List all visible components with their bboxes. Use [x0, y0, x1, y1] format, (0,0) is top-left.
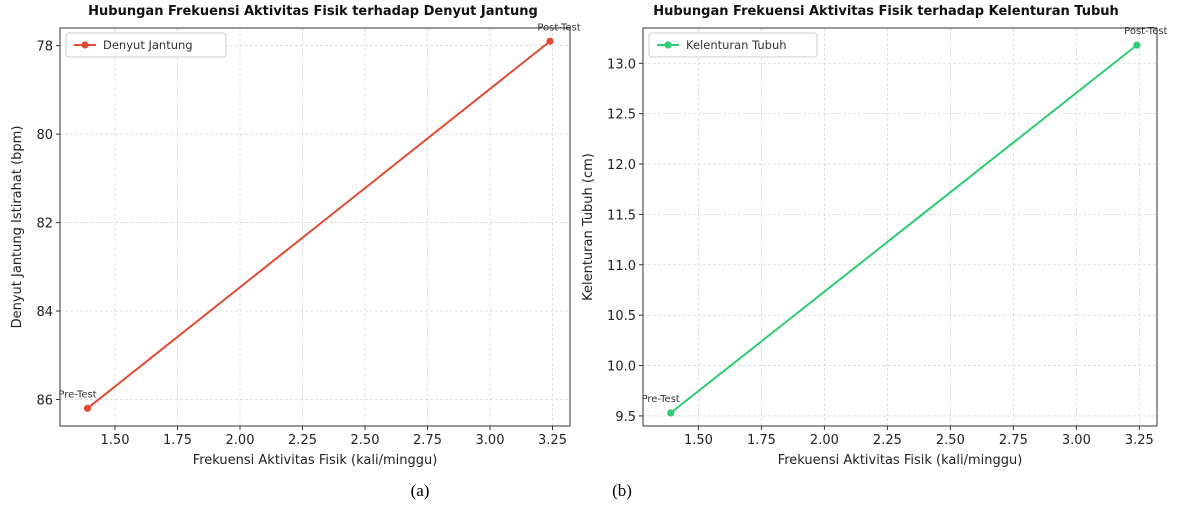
legend-label: Denyut Jantung [103, 38, 193, 52]
y-tick-label: 10.5 [607, 309, 636, 324]
x-axis-label: Frekuensi Aktivitas Fisik (kali/minggu) [193, 453, 438, 468]
x-tick-label: 2.25 [873, 433, 902, 448]
x-axis-label: Frekuensi Aktivitas Fisik (kali/minggu) [778, 453, 1023, 468]
x-tick-label: 2.50 [351, 433, 380, 448]
data-point [1133, 41, 1141, 49]
plot-area [642, 27, 1158, 427]
x-tick-label: 1.75 [747, 433, 776, 448]
x-tick-label: 3.00 [476, 433, 505, 448]
data-point [546, 37, 554, 45]
legend-label: Kelenturan Tubuh [686, 38, 787, 52]
legend-marker [81, 41, 89, 49]
x-tick-label: 3.25 [538, 433, 567, 448]
x-tick-label: 2.25 [288, 433, 317, 448]
data-point [667, 409, 675, 417]
y-axis-label: Kelenturan Tubuh (cm) [581, 153, 596, 301]
annotation-post-test: Post-Test [537, 22, 580, 33]
y-tick-label: 13.0 [607, 57, 636, 72]
x-tick-label: 2.75 [413, 433, 442, 448]
series-line [86, 40, 551, 410]
x-tick-label: 2.50 [936, 433, 965, 448]
y-tick-label: 10.0 [607, 360, 636, 375]
y-tick-label: 82 [36, 217, 53, 232]
y-tick-label: 11.0 [607, 259, 636, 274]
y-tick-label: 80 [36, 128, 53, 143]
data-point [83, 404, 92, 412]
y-tick-label: 84 [36, 305, 53, 320]
y-tick-label: 9.5 [615, 410, 636, 425]
plot-area [59, 27, 571, 427]
legend-box [65, 32, 227, 58]
x-tick-label: 1.75 [163, 433, 192, 448]
x-tick-label: 1.50 [684, 433, 713, 448]
y-axis-label: Denyut Jantung Istirahat (bpm) [10, 126, 25, 329]
x-tick-label: 1.50 [101, 433, 130, 448]
y-tick-label: 86 [36, 393, 53, 408]
x-tick-label: 2.00 [810, 433, 839, 448]
figure-caption-b: (b) [612, 481, 632, 500]
legend-box [648, 32, 818, 58]
x-tick-label: 2.00 [226, 433, 255, 448]
x-tick-label: 2.75 [999, 433, 1028, 448]
series-line [670, 44, 1138, 414]
legend-marker [664, 41, 672, 49]
y-tick-label: 12.0 [607, 158, 636, 173]
chart-a: 1.50 1.75 2.00 2.25 2.50 2.75 3.00 3.25 78 80 82 84… [10, 4, 581, 500]
y-tick-label: 12.5 [607, 108, 636, 123]
annotation-pre-test: Pre-Test [642, 394, 680, 405]
y-tick-label: 11.5 [607, 208, 636, 223]
figure-caption-a: (a) [411, 481, 430, 500]
annotation-pre-test: Pre-Test [58, 389, 96, 400]
annotation-post-test: Post-Test [1124, 26, 1167, 37]
x-tick-label: 3.25 [1125, 433, 1154, 448]
chart-title: Hubungan Frekuensi Aktivitas Fisik terha… [653, 4, 1119, 19]
chart-title: Hubungan Frekuensi Aktivitas Fisik terha… [88, 4, 538, 19]
chart-b: 1.50 1.75 2.00 2.25 2.50 2.75 3.00 3.25 9.5 10.0 1… [581, 4, 1168, 500]
x-tick-label: 3.00 [1062, 433, 1091, 448]
y-tick-label: 78 [36, 40, 53, 55]
